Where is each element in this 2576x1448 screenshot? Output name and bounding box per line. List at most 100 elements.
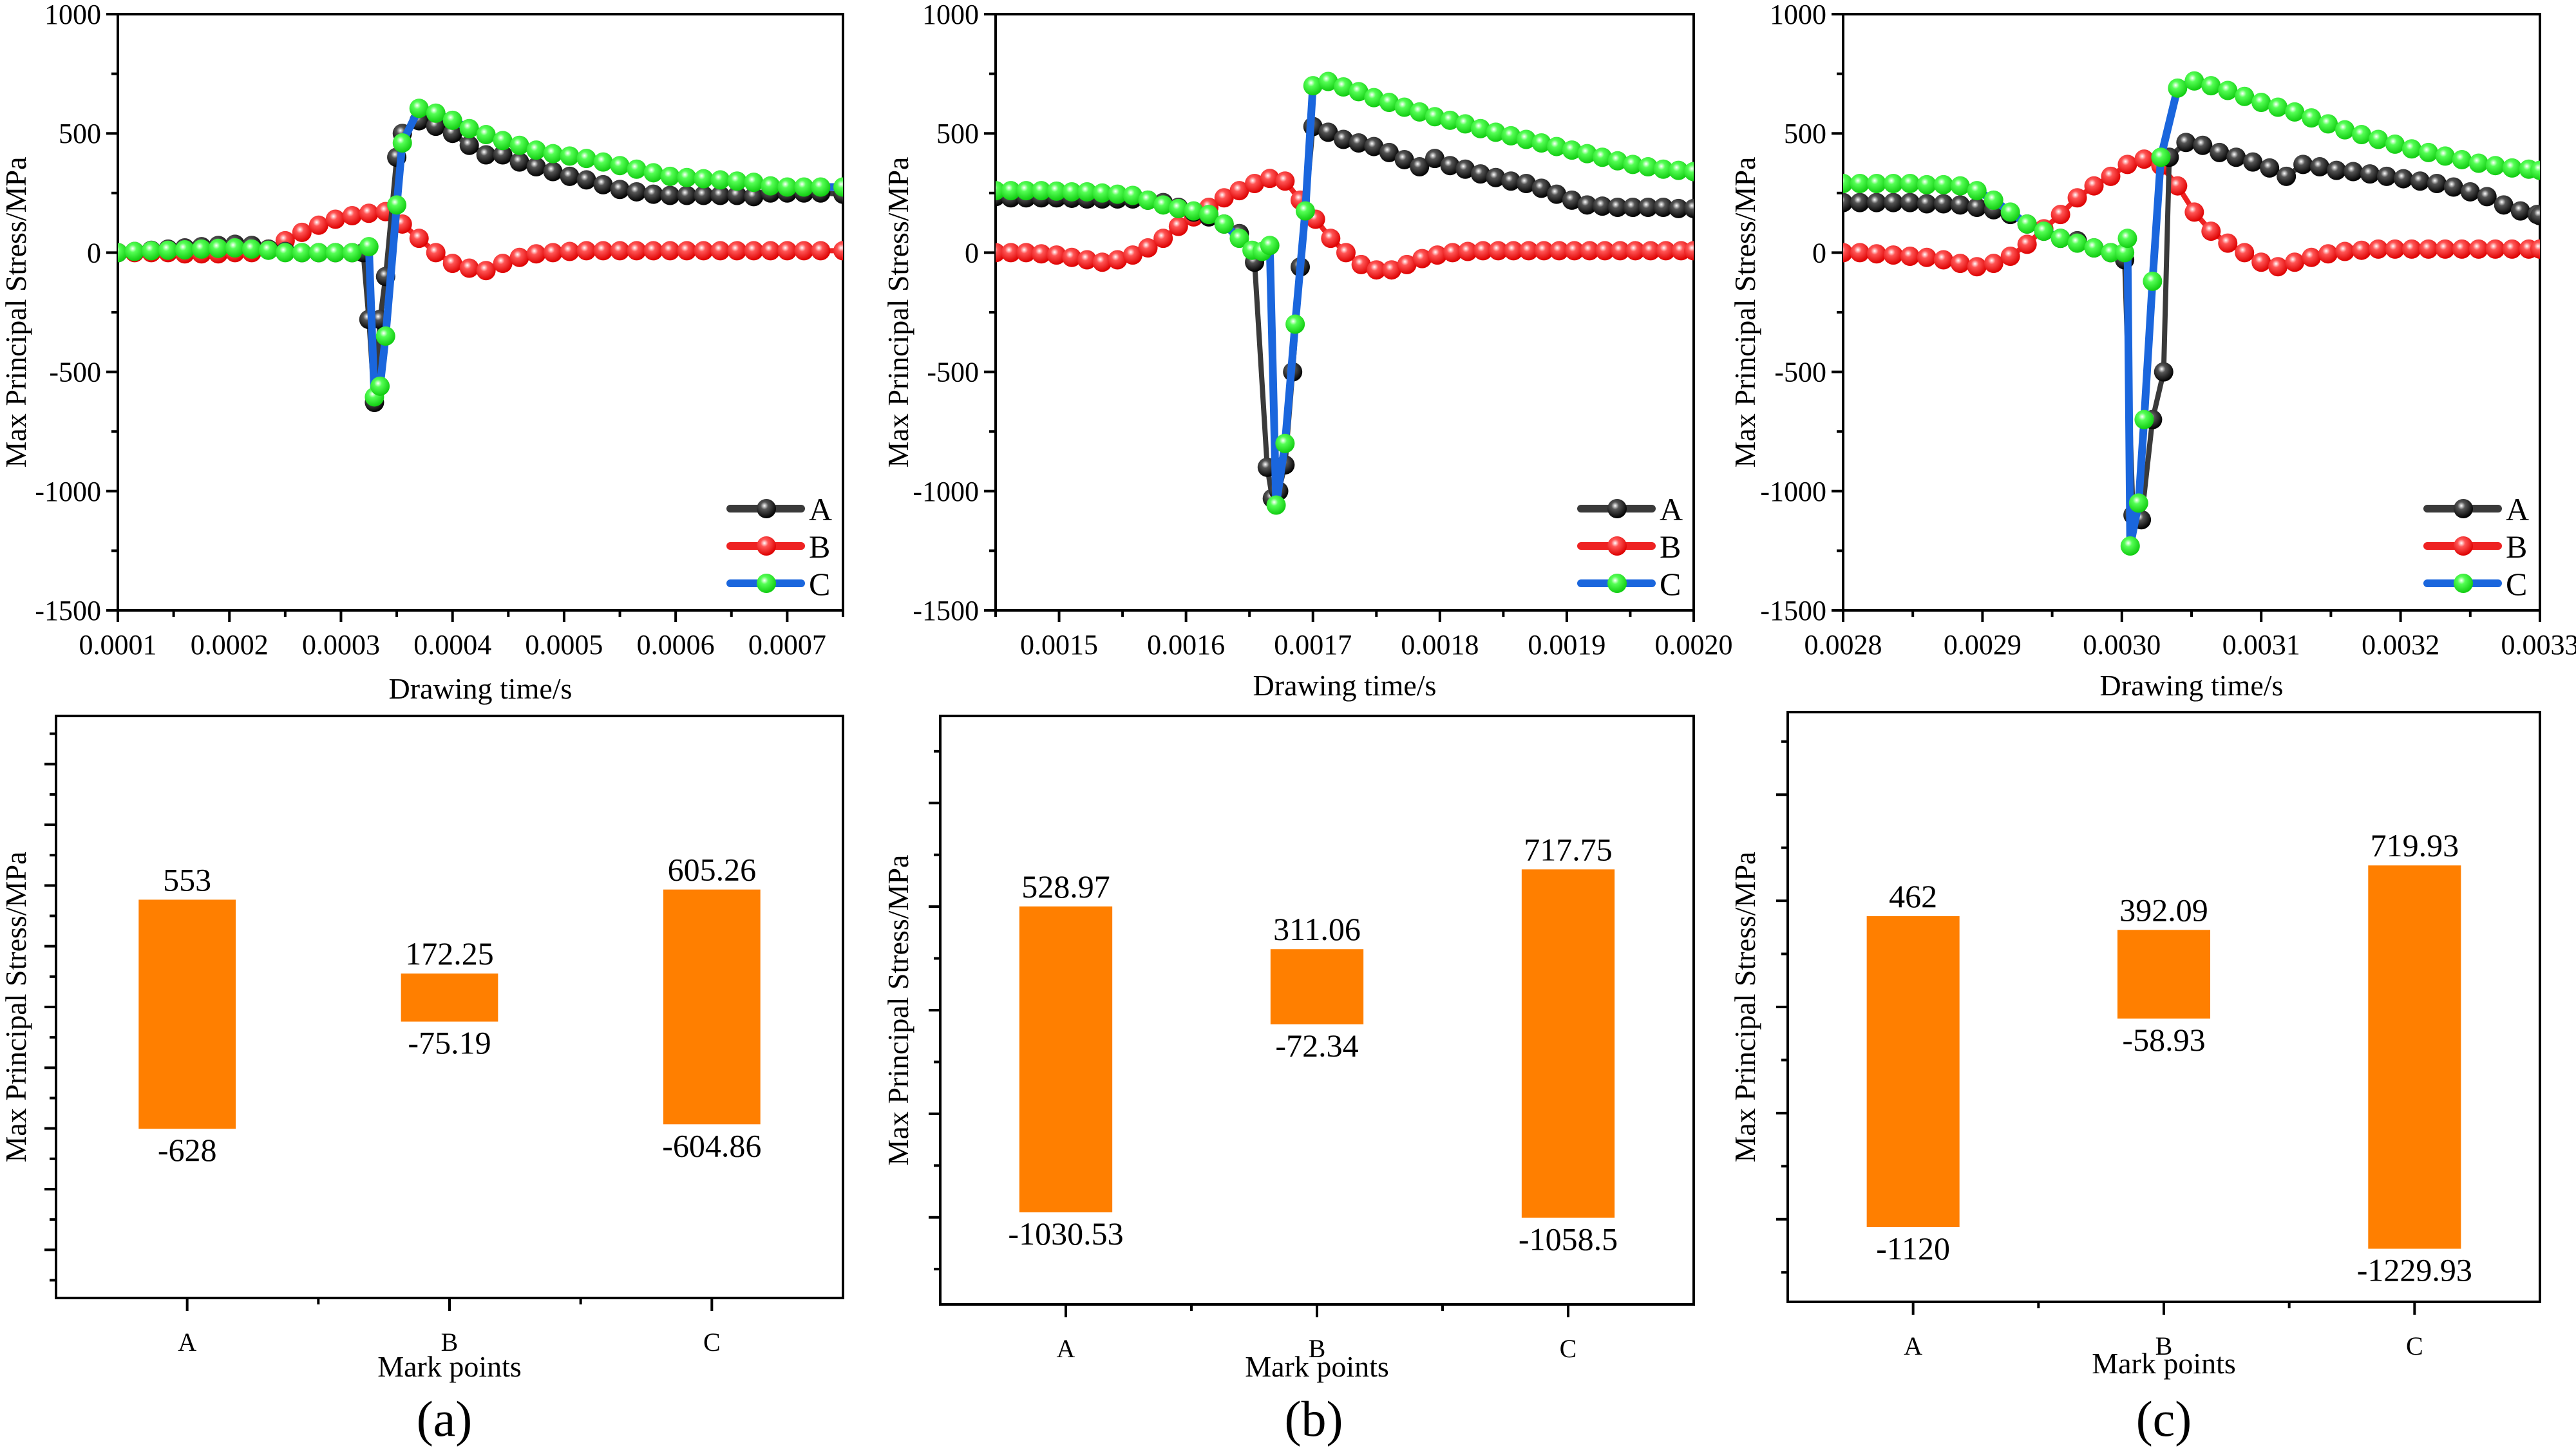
data-point-C	[2251, 93, 2271, 113]
data-point-A	[727, 185, 747, 205]
bar-max-label-A: 528.97	[1021, 869, 1110, 905]
data-point-A	[1334, 129, 1354, 149]
data-point-C	[2502, 158, 2522, 178]
data-point-C	[543, 144, 563, 164]
data-point-A	[2460, 182, 2480, 202]
data-point-B	[2318, 244, 2338, 264]
data-point-B	[1564, 241, 1584, 261]
bar-min-label-C: -1229.93	[2357, 1252, 2472, 1288]
data-point-B	[2452, 239, 2472, 259]
data-point-A	[2393, 169, 2413, 189]
data-point-B	[526, 244, 546, 264]
legend-marker-A	[2454, 499, 2473, 518]
data-point-C	[1531, 133, 1551, 153]
data-point-A	[1866, 193, 1886, 212]
data-point-C	[1275, 433, 1295, 453]
data-point-C	[242, 239, 261, 259]
data-point-B	[1950, 254, 1970, 274]
data-point-C	[2117, 229, 2137, 249]
data-point-B	[2017, 234, 2037, 254]
y-tick-label: -1000	[35, 476, 101, 507]
data-point-B	[1092, 252, 1112, 272]
data-point-B	[1443, 243, 1463, 263]
y-tick-label: 500	[1784, 118, 1826, 149]
legend-label-C: C	[1660, 566, 1681, 602]
x-tick-label: 0.0018	[1401, 629, 1479, 661]
legend-marker-C	[757, 574, 776, 593]
data-point-C	[275, 243, 295, 263]
data-point-C	[2128, 493, 2148, 513]
data-point-C	[2143, 271, 2163, 291]
data-point-A	[1501, 171, 1521, 191]
data-point-C	[1001, 181, 1021, 201]
legend-label-A: A	[809, 491, 832, 527]
data-point-A	[1638, 198, 1658, 218]
data-point-C	[359, 237, 379, 257]
data-point-B	[2485, 239, 2505, 259]
data-point-C	[1394, 97, 1414, 117]
range-bar-A	[138, 899, 236, 1129]
data-point-C	[2530, 160, 2540, 180]
data-point-C	[1318, 71, 1338, 91]
data-point-A	[610, 180, 630, 200]
data-point-C	[2452, 149, 2472, 169]
bar-min-label-C: -604.86	[662, 1127, 761, 1163]
data-point-A	[2327, 160, 2347, 180]
data-point-A	[1967, 198, 1987, 218]
x-tick-label: A	[1057, 1334, 1075, 1363]
data-point-C	[1379, 93, 1399, 113]
plot-area	[118, 99, 843, 413]
data-point-B	[2368, 239, 2388, 259]
data-point-B	[2435, 239, 2455, 259]
data-point-C	[392, 133, 412, 153]
data-point-C	[175, 240, 194, 259]
x-tick-label: 0.0031	[2222, 629, 2300, 661]
data-point-A	[1470, 164, 1490, 184]
data-point-B	[1640, 241, 1660, 261]
y-tick-label: 500	[936, 118, 979, 149]
data-point-B	[2201, 221, 2221, 241]
data-point-C	[777, 177, 797, 197]
data-point-B	[2050, 205, 2070, 225]
data-point-C	[1850, 173, 1870, 193]
data-point-C	[292, 243, 312, 263]
data-point-B	[833, 241, 843, 261]
data-point-B	[493, 254, 513, 274]
y-tick-label: -1500	[913, 595, 979, 626]
data-point-C	[1260, 236, 1280, 256]
data-point-B	[2401, 239, 2421, 259]
data-point-B	[543, 243, 563, 263]
legend-marker-B	[2454, 536, 2473, 556]
series-line-A	[118, 118, 843, 405]
data-point-B	[1321, 229, 1341, 249]
data-point-C	[744, 173, 764, 193]
data-point-C	[1562, 140, 1582, 160]
data-point-C	[1593, 147, 1613, 167]
data-point-B	[1260, 169, 1280, 189]
data-point-A	[1394, 149, 1414, 169]
data-point-A	[1593, 196, 1613, 216]
data-point-A	[1684, 198, 1694, 218]
data-point-C	[476, 125, 496, 145]
data-point-A	[560, 166, 580, 186]
data-point-C	[576, 149, 596, 169]
y-axis-title: Max Principal Stress/MPa	[1728, 157, 1761, 468]
data-point-B	[1984, 254, 2003, 274]
data-point-C	[2318, 114, 2338, 134]
data-point-C	[1364, 88, 1384, 108]
data-point-B	[1843, 243, 1853, 263]
data-point-C	[2168, 78, 2188, 98]
data-point-A	[660, 185, 680, 205]
data-point-C	[627, 159, 647, 179]
plot-area	[1843, 71, 2540, 556]
data-point-B	[677, 241, 697, 261]
data-point-A	[2226, 147, 2246, 167]
line-chart-b: -1500 -1000 -500 0 500 1000 0.0015 0.0016 0.0017…	[882, 0, 1733, 702]
data-point-B	[1351, 254, 1371, 274]
data-point-B	[1138, 238, 1158, 258]
data-point-B	[1458, 241, 1478, 261]
data-point-C	[1950, 176, 1970, 196]
data-point-C	[1295, 201, 1315, 221]
data-point-A	[1950, 195, 1970, 215]
